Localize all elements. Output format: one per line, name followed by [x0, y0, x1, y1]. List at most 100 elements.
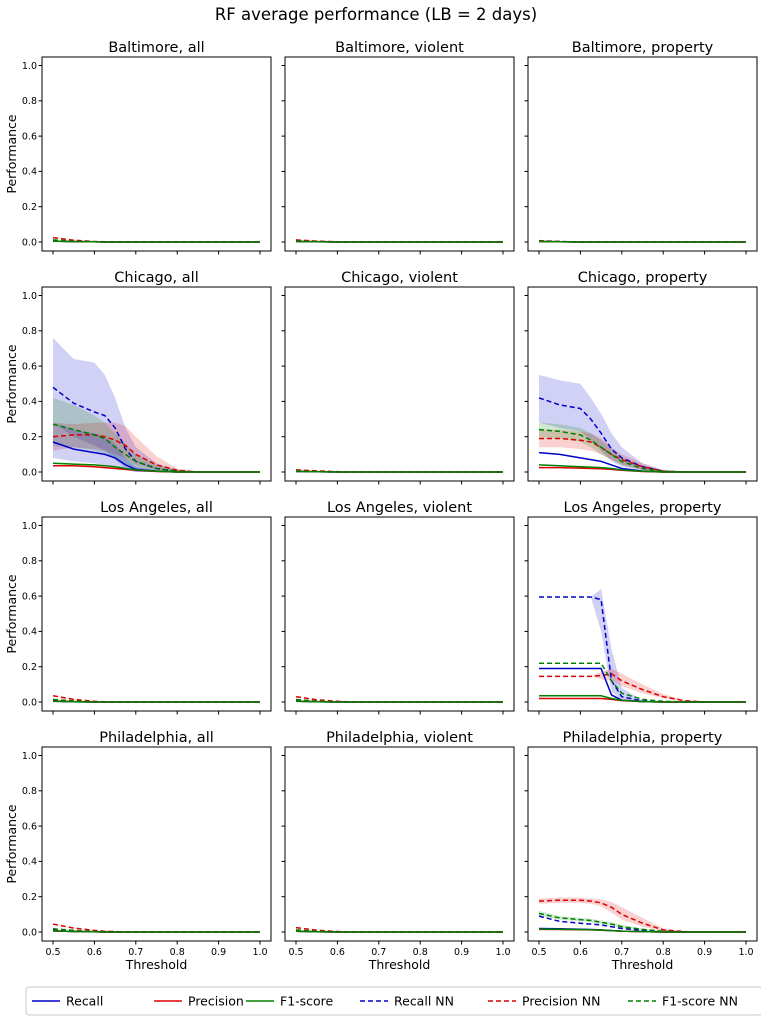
- band-recall: [53, 422, 260, 472]
- x-tick-label: 0.5: [45, 947, 60, 958]
- series-f1-score: [52, 240, 260, 243]
- panel-grid: Baltimore, all 0.0 0.2 0.4 0.6 0.8 1.0 Performa…: [4, 40, 758, 972]
- x-axis-label: Threshold: [368, 957, 431, 972]
- y-tick-label: 0.4: [22, 167, 37, 178]
- x-tick-label: 0.9: [211, 947, 226, 958]
- panel-frame: [527, 286, 758, 482]
- panel-los-angeles-all: Los Angeles, all 0.0 0.2 0.4 0.6 0.8 1.0 Perfor…: [4, 500, 272, 715]
- x-tick-label: 1.0: [252, 947, 267, 958]
- band-f1-score-nn: [539, 910, 746, 932]
- panel-chicago-violent: Chicago, violent: [281, 270, 515, 485]
- series-f1-score: [539, 695, 746, 703]
- series-f1-score: [538, 240, 746, 243]
- panel-frame: [41, 286, 272, 482]
- x-tick-label: 0.7: [614, 947, 629, 958]
- legend-box: [25, 986, 761, 1016]
- y-axis-label: Performance: [4, 574, 19, 654]
- legend-label: Precision NN: [522, 994, 600, 1009]
- figure-title: RF average performance (LB = 2 days): [215, 5, 537, 24]
- y-tick-label: 0.0: [22, 927, 37, 938]
- panel-frame: [527, 56, 758, 252]
- panel-chicago-all: Chicago, all 0.0 0.2 0.4 0.6 0.8 1.0 Performanc…: [4, 270, 272, 485]
- x-tick-label: 0.7: [371, 947, 386, 958]
- y-tick-label: 0.2: [22, 202, 37, 213]
- y-tick-label: 0.0: [22, 697, 37, 708]
- legend-label: Precision: [188, 994, 244, 1009]
- legend-item-f1-score: F1-score: [246, 994, 334, 1009]
- panel-chicago-property: Chicago, property: [524, 270, 758, 485]
- band-f1-score-nn: [539, 422, 746, 472]
- panel-baltimore-violent: Baltimore, violent: [281, 40, 515, 255]
- panel-frame: [41, 746, 272, 942]
- panel-frame: [284, 286, 515, 482]
- x-tick-label: 0.9: [454, 947, 469, 958]
- x-tick-label: 0.6: [330, 947, 345, 958]
- x-tick-label: 0.8: [413, 947, 428, 958]
- series-f1-score: [538, 928, 746, 933]
- panel-los-angeles-violent: Los Angeles, violent: [281, 500, 515, 715]
- y-tick-label: 0.8: [22, 96, 37, 107]
- panel-frame: [284, 516, 515, 712]
- panel-baltimore-all: Baltimore, all 0.0 0.2 0.4 0.6 0.8 1.0 Performa…: [4, 40, 272, 255]
- series-f1-score: [295, 240, 503, 243]
- panel-frame: [41, 56, 272, 252]
- series-f1-score: [295, 470, 503, 473]
- band-precision-nn: [539, 668, 746, 702]
- series-f1-score: [52, 700, 260, 703]
- panel-baltimore-property: Baltimore, property: [524, 40, 758, 255]
- band-precision-nn: [539, 429, 746, 472]
- series-recall-nn: [538, 397, 746, 473]
- legend-item-f1-score-nn: F1-score NN: [628, 994, 738, 1009]
- legend-label: Recall: [66, 994, 103, 1009]
- legend: Recall Precision F1-score Recall NN Precisio…: [25, 986, 761, 1016]
- panel-title: Chicago, all: [114, 270, 198, 286]
- y-tick-label: 0.2: [22, 892, 37, 903]
- x-axis-label: Threshold: [611, 957, 674, 972]
- x-tick-label: 0.8: [656, 947, 671, 958]
- y-tick-label: 0.8: [22, 326, 37, 337]
- y-tick-label: 0.2: [22, 432, 37, 443]
- y-tick-label: 1.0: [22, 521, 37, 532]
- y-tick-label: 1.0: [22, 291, 37, 302]
- legend-item-precision-nn: Precision NN: [488, 994, 600, 1009]
- legend-label: F1-score: [280, 994, 334, 1009]
- y-tick-label: 0.6: [22, 131, 37, 142]
- panel-philadelphia-all: Philadelphia, all 0.0 0.2 0.4 0.6 0.8 1.0 0.5 0.…: [4, 730, 272, 972]
- legend-item-recall: Recall: [32, 994, 103, 1009]
- band-precision-nn: [53, 422, 260, 472]
- series-f1-score: [295, 930, 503, 933]
- y-tick-label: 0.4: [22, 397, 37, 408]
- series-f1-score: [52, 462, 260, 473]
- y-axis-label: Performance: [4, 344, 19, 424]
- series-f1-score-nn: [538, 428, 746, 473]
- x-tick-label: 0.7: [128, 947, 143, 958]
- y-tick-label: 0.8: [22, 786, 37, 797]
- panel-frame: [284, 56, 515, 252]
- series-precision-nn: [538, 899, 746, 933]
- legend-label: F1-score NN: [662, 994, 738, 1009]
- x-tick-label: 1.0: [738, 947, 753, 958]
- band-recall-nn: [539, 374, 746, 472]
- x-tick-label: 0.6: [573, 947, 588, 958]
- y-tick-label: 1.0: [22, 61, 37, 72]
- series-recall-nn: [539, 596, 746, 703]
- legend-item-recall-nn: Recall NN: [360, 994, 454, 1009]
- panel-frame: [527, 516, 758, 712]
- panel-title: Los Angeles, all: [100, 500, 213, 516]
- y-tick-label: 0.6: [22, 361, 37, 372]
- panel-frame: [527, 746, 758, 942]
- y-tick-label: 0.4: [22, 627, 37, 638]
- panel-title: Los Angeles, violent: [327, 500, 472, 516]
- panel-title: Chicago, violent: [341, 270, 458, 286]
- panel-title: Baltimore, property: [572, 40, 714, 56]
- panel-title: Philadelphia, all: [99, 730, 214, 746]
- y-tick-label: 0.6: [22, 821, 37, 832]
- panel-title: Philadelphia, property: [563, 730, 723, 746]
- series-recall-nn: [52, 386, 260, 473]
- legend-label: Recall NN: [394, 994, 454, 1009]
- y-tick-label: 1.0: [22, 751, 37, 762]
- panel-title: Philadelphia, violent: [326, 730, 473, 746]
- series-precision-nn: [52, 923, 260, 933]
- panel-frame: [41, 516, 272, 712]
- band-f1-score-nn: [53, 397, 260, 472]
